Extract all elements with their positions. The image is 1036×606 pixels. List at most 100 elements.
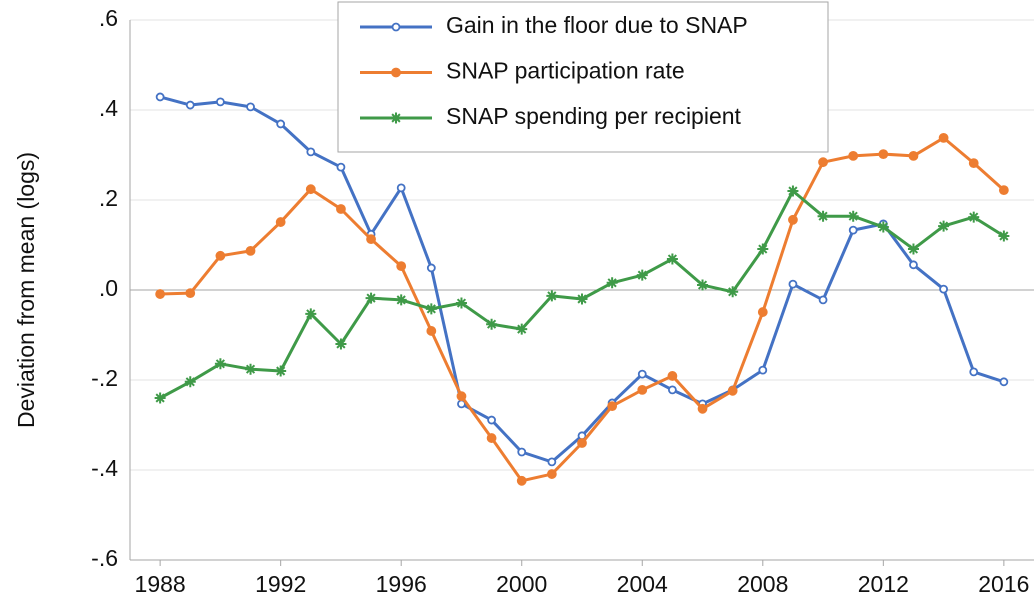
marker bbox=[787, 185, 799, 197]
marker bbox=[425, 303, 437, 315]
marker bbox=[938, 220, 950, 232]
marker bbox=[818, 157, 828, 168]
marker bbox=[154, 392, 166, 404]
marker bbox=[486, 318, 498, 330]
marker bbox=[757, 243, 769, 255]
marker bbox=[214, 358, 226, 370]
y-axis-label: Deviation from mean (logs) bbox=[13, 152, 39, 428]
legend-label: SNAP spending per recipient bbox=[446, 103, 742, 129]
y-tick-label: .4 bbox=[99, 95, 118, 121]
marker bbox=[727, 286, 739, 298]
marker bbox=[878, 149, 889, 160]
marker bbox=[245, 363, 257, 375]
marker bbox=[517, 447, 527, 457]
marker bbox=[607, 401, 618, 412]
marker bbox=[184, 376, 196, 388]
marker bbox=[366, 234, 376, 245]
marker bbox=[637, 384, 648, 395]
marker bbox=[185, 288, 196, 299]
legend-marker bbox=[391, 67, 401, 78]
marker bbox=[788, 279, 798, 289]
marker bbox=[968, 158, 979, 169]
marker bbox=[516, 475, 527, 486]
marker bbox=[335, 338, 347, 350]
y-tick-label: .0 bbox=[99, 275, 118, 301]
marker bbox=[877, 221, 889, 233]
marker bbox=[999, 377, 1009, 387]
marker bbox=[486, 433, 497, 443]
marker bbox=[636, 269, 648, 281]
legend-label: Gain in the floor due to SNAP bbox=[446, 12, 748, 38]
marker bbox=[606, 277, 618, 289]
marker bbox=[848, 150, 859, 161]
x-tick-label: 2004 bbox=[617, 571, 668, 597]
marker bbox=[666, 253, 678, 265]
marker bbox=[998, 185, 1009, 196]
marker bbox=[155, 289, 166, 299]
marker bbox=[697, 403, 708, 414]
marker bbox=[758, 365, 768, 375]
marker bbox=[275, 217, 286, 227]
marker bbox=[908, 150, 919, 161]
y-tick-label: .2 bbox=[99, 185, 118, 211]
marker bbox=[426, 263, 436, 273]
legend-marker bbox=[390, 112, 402, 124]
marker bbox=[667, 371, 678, 381]
marker bbox=[456, 391, 467, 402]
marker bbox=[275, 365, 287, 377]
marker bbox=[185, 100, 195, 110]
marker bbox=[215, 97, 225, 107]
marker bbox=[577, 438, 587, 448]
marker bbox=[546, 469, 557, 479]
marker bbox=[546, 290, 558, 302]
legend: Gain in the floor due to SNAP SNAP partic… bbox=[337, 1, 829, 153]
legend-label: SNAP participation rate bbox=[446, 58, 685, 84]
marker bbox=[487, 415, 497, 425]
marker bbox=[396, 261, 407, 272]
x-tick-label: 2000 bbox=[496, 571, 547, 597]
x-tick-label: 2016 bbox=[978, 571, 1029, 597]
marker bbox=[909, 260, 918, 270]
marker bbox=[516, 323, 528, 335]
marker bbox=[637, 369, 647, 379]
x-tick-label: 1996 bbox=[376, 571, 427, 597]
marker bbox=[155, 92, 165, 102]
marker bbox=[968, 211, 980, 223]
marker bbox=[245, 245, 256, 256]
marker bbox=[215, 250, 226, 261]
marker bbox=[576, 293, 588, 305]
marker bbox=[668, 385, 677, 395]
marker bbox=[426, 326, 437, 336]
marker bbox=[396, 183, 406, 193]
marker bbox=[907, 243, 919, 255]
marker bbox=[969, 367, 979, 377]
marker bbox=[336, 162, 346, 172]
marker bbox=[697, 279, 709, 291]
y-tick-label: .6 bbox=[99, 5, 118, 31]
marker bbox=[395, 294, 407, 306]
marker bbox=[276, 119, 286, 129]
x-tick-label: 1992 bbox=[255, 571, 306, 597]
marker bbox=[305, 308, 317, 320]
marker bbox=[727, 385, 738, 396]
y-tick-label: -.4 bbox=[91, 455, 118, 481]
series-line bbox=[160, 136, 1005, 483]
marker bbox=[455, 297, 467, 309]
marker bbox=[847, 210, 859, 222]
marker bbox=[306, 147, 316, 157]
y-tick-label: -.2 bbox=[91, 365, 118, 391]
x-tick-label: 1988 bbox=[135, 571, 186, 597]
marker bbox=[788, 214, 798, 225]
marker bbox=[305, 184, 316, 195]
marker bbox=[365, 292, 377, 304]
marker bbox=[757, 307, 768, 317]
x-tick-label: 2008 bbox=[737, 571, 788, 597]
marker bbox=[938, 132, 949, 143]
y-tick-label: -.6 bbox=[91, 545, 118, 571]
marker bbox=[998, 230, 1010, 242]
marker bbox=[246, 102, 255, 112]
marker bbox=[818, 295, 828, 305]
marker bbox=[817, 210, 829, 222]
x-tick-label: 2012 bbox=[858, 571, 909, 597]
